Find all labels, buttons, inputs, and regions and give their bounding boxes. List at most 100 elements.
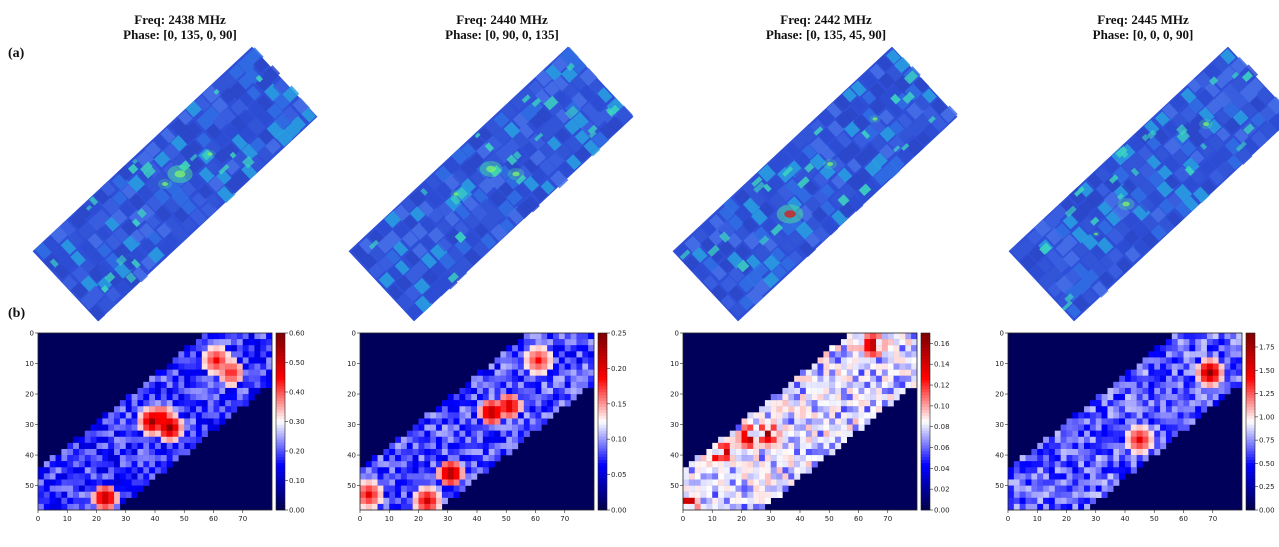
colorbar-step bbox=[921, 504, 930, 508]
heatmap-cell bbox=[1113, 436, 1120, 444]
heatmap-cell bbox=[494, 357, 501, 364]
heatmap-cell bbox=[166, 448, 173, 456]
colorbar-step bbox=[276, 459, 285, 464]
heatmap-cell bbox=[1084, 479, 1091, 486]
mesh-cell bbox=[597, 87, 613, 103]
x-tick-label: 60 bbox=[531, 515, 540, 523]
heatmap-cell bbox=[459, 418, 466, 425]
heatmap-cell bbox=[547, 345, 554, 352]
heatmap-cell bbox=[570, 357, 577, 364]
hot-core bbox=[872, 117, 878, 121]
heatmap-cell bbox=[1212, 394, 1219, 401]
heatmap-cell bbox=[131, 491, 138, 498]
heatmap-cell bbox=[735, 467, 742, 474]
field-highlight bbox=[1130, 167, 1140, 177]
heatmap-cell bbox=[694, 455, 701, 462]
heatmap-cell bbox=[700, 479, 707, 486]
field-highlight bbox=[1073, 186, 1085, 197]
field-highlight bbox=[607, 104, 620, 117]
heatmap-cell bbox=[558, 339, 565, 346]
colorbar-step bbox=[1246, 380, 1255, 384]
heatmap-cell bbox=[225, 351, 232, 358]
heatmap-cell bbox=[1107, 424, 1114, 431]
colorbar-step bbox=[598, 333, 607, 337]
heatmap-cell bbox=[881, 363, 888, 370]
mesh-cell bbox=[1123, 229, 1140, 246]
heatmap-cell bbox=[1165, 424, 1172, 431]
heatmap-cell bbox=[535, 351, 542, 358]
heatmap-cell bbox=[887, 381, 894, 389]
heatmap-cell bbox=[887, 400, 894, 407]
mesh-cell bbox=[1214, 89, 1233, 109]
heatmap-cell bbox=[1183, 406, 1190, 413]
heatmap-cell bbox=[465, 448, 472, 456]
field-highlight bbox=[512, 150, 522, 160]
heatmap-cell bbox=[360, 485, 367, 492]
heatmap-cell bbox=[564, 333, 571, 340]
heatmap-cell bbox=[195, 424, 202, 431]
heatmap-cell bbox=[776, 473, 783, 480]
heatmap-cell bbox=[166, 430, 173, 437]
heatmap-cell bbox=[201, 345, 208, 352]
field-highlight bbox=[140, 161, 153, 174]
heatmap-cell bbox=[1089, 448, 1096, 456]
heatmap-cell bbox=[506, 381, 513, 389]
heatmap-cell bbox=[1060, 442, 1067, 450]
heatmap-cell bbox=[1171, 400, 1178, 407]
colorbar-step bbox=[598, 462, 607, 467]
heatmap-cell bbox=[588, 363, 595, 370]
heatmap-cell bbox=[1236, 333, 1243, 340]
mesh-cell bbox=[1107, 263, 1124, 279]
heatmap-cell bbox=[155, 400, 162, 407]
x-tick-label: 0 bbox=[681, 515, 685, 523]
mesh-cell bbox=[869, 82, 886, 99]
heatmap-cell bbox=[160, 461, 167, 468]
mesh-cell bbox=[728, 266, 745, 283]
heatmap-cell bbox=[184, 387, 191, 395]
colorbar-tick-label: 0.30 bbox=[289, 418, 305, 426]
field-highlight bbox=[189, 153, 198, 162]
heatmap-cell bbox=[541, 406, 548, 413]
heatmap-cell bbox=[213, 387, 220, 395]
mesh-cell bbox=[486, 153, 503, 170]
heatmap-cell bbox=[846, 333, 853, 340]
mesh-cell bbox=[821, 218, 839, 236]
colorbar-step bbox=[1246, 377, 1255, 381]
heatmap-cell bbox=[517, 412, 524, 419]
mesh-cell bbox=[392, 222, 410, 239]
colorbar-step bbox=[276, 453, 285, 458]
heatmap-cell bbox=[406, 461, 413, 468]
heatmap-cell bbox=[683, 503, 690, 511]
heatmap-cell bbox=[829, 442, 836, 450]
heatmap-cell bbox=[447, 424, 454, 431]
hot-core bbox=[162, 182, 168, 186]
heatmap-cell bbox=[517, 339, 524, 346]
heatmap-cell bbox=[231, 387, 238, 395]
heatmap-cell bbox=[770, 400, 777, 407]
mesh-cell bbox=[1146, 154, 1162, 170]
heatmap-cell bbox=[49, 503, 56, 511]
colorbar-step bbox=[276, 489, 285, 493]
heatmap-cell bbox=[523, 363, 530, 370]
heatmap-cell bbox=[858, 412, 865, 419]
y-tick-label: 30 bbox=[995, 421, 1004, 429]
heatmap-cell bbox=[412, 448, 419, 456]
heatmap-cell bbox=[1060, 473, 1067, 480]
heatmap-cell bbox=[782, 473, 789, 480]
heatmap-cell bbox=[190, 430, 197, 437]
heatmap-cell bbox=[881, 339, 888, 346]
heatmap-cell bbox=[1054, 473, 1061, 480]
heatmap-cell bbox=[149, 424, 156, 431]
heatmap-cell bbox=[248, 387, 255, 395]
field-highlight bbox=[1184, 165, 1195, 176]
heatmap-cell bbox=[1043, 497, 1050, 505]
colorbar-step bbox=[598, 459, 607, 464]
heatmap-cell bbox=[260, 351, 267, 358]
colorbar-step bbox=[598, 501, 607, 505]
heatmap-cell bbox=[266, 363, 273, 370]
heatmap-cell bbox=[547, 357, 554, 364]
heatmap-cell bbox=[172, 369, 179, 376]
heatmap-2: 0 10 20 30 40 50 60 70010203040500.000.050.100.… bbox=[347, 330, 627, 524]
heatmap-cell bbox=[735, 461, 742, 468]
field-highlight bbox=[901, 143, 910, 151]
